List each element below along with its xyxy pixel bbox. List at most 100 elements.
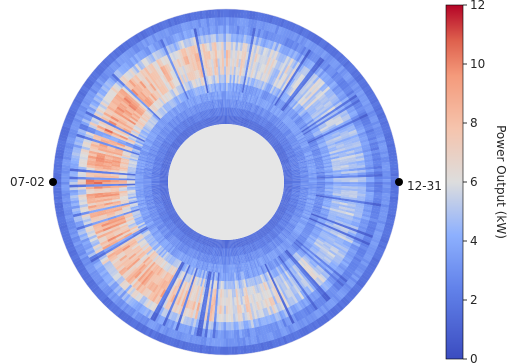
ring-cell: [102, 245, 112, 253]
ring-cell: [347, 201, 357, 206]
ring-cell: [296, 94, 304, 103]
ring-cell: [207, 67, 212, 77]
ring-cell: [122, 148, 132, 154]
ring-cell: [319, 261, 328, 269]
ring-cell: [223, 66, 227, 75]
ring-cell: [314, 159, 324, 164]
ring-cell: [116, 236, 125, 243]
ring-cell: [252, 242, 258, 251]
ring-cell: [92, 273, 101, 282]
ring-cell: [350, 96, 360, 104]
ring-cell: [167, 245, 174, 253]
ring-cell: [165, 292, 172, 302]
ring-cell: [303, 129, 312, 136]
ring-cell: [177, 94, 184, 103]
ring-cell: [379, 119, 390, 126]
ring-cell: [69, 194, 79, 199]
ring-cell: [290, 100, 299, 109]
ring-cell: [180, 280, 186, 290]
ring-cell: [241, 83, 246, 93]
ring-cell: [132, 86, 141, 95]
ring-cell: [328, 107, 338, 115]
ring-cell: [171, 276, 178, 286]
ring-cell: [200, 111, 205, 120]
ring-cell: [86, 229, 96, 236]
ring-cell: [344, 145, 354, 151]
ring-cell: [196, 277, 201, 287]
ring-cell: [135, 249, 144, 257]
ring-cell: [74, 138, 84, 144]
ring-cell: [314, 161, 324, 165]
ring-cell: [347, 156, 357, 161]
ring-cell: [367, 92, 377, 100]
ring-cell: [295, 225, 304, 232]
ring-cell: [161, 143, 170, 149]
ring-cell: [361, 143, 371, 149]
ring-cell: [306, 304, 314, 314]
ring-cell: [124, 71, 133, 80]
ring-cell: [67, 130, 78, 137]
ring-cell: [357, 169, 367, 173]
ring-cell: [243, 253, 248, 263]
ring-cell: [166, 26, 173, 36]
ring-cell: [139, 241, 148, 249]
ring-cell: [325, 311, 333, 321]
ring-cell: [301, 88, 310, 97]
ring-cell: [88, 121, 99, 128]
ring-cell: [275, 266, 282, 276]
ring-cell: [164, 125, 172, 133]
ring-cell: [293, 70, 301, 80]
ring-cell: [325, 266, 334, 275]
ring-cell: [324, 134, 333, 141]
ring-cell: [356, 200, 366, 205]
ring-cell: [231, 247, 234, 257]
ring-cell: [85, 167, 95, 171]
ring-cell: [166, 336, 173, 347]
ring-cell: [136, 200, 146, 205]
ring-cell: [158, 225, 167, 233]
ring-cell: [270, 85, 277, 95]
ring-cell: [110, 115, 119, 123]
ring-cell: [160, 250, 168, 259]
ring-cell: [237, 255, 241, 265]
ring-cell: [298, 248, 307, 256]
ring-cell: [161, 19, 168, 30]
ring-cell: [313, 156, 323, 161]
ring-cell: [283, 189, 293, 192]
ring-cell: [381, 232, 392, 239]
ring-cell: [291, 190, 301, 193]
ring-cell: [73, 141, 83, 147]
ring-cell: [339, 275, 349, 284]
ring-cell: [297, 236, 306, 244]
ring-cell: [148, 239, 157, 247]
ring-cell: [286, 133, 295, 140]
ring-cell: [338, 288, 347, 297]
ring-cell: [175, 49, 181, 59]
ring-cell: [245, 345, 251, 355]
ring-cell: [168, 210, 177, 217]
ring-cell: [292, 275, 300, 284]
ring-cell: [280, 283, 287, 292]
ring-cell: [172, 140, 181, 148]
ring-cell: [307, 164, 316, 168]
ring-cell: [362, 148, 372, 153]
ring-cell: [110, 167, 120, 171]
ring-cell: [283, 190, 293, 193]
ring-cell: [224, 272, 226, 282]
ring-cell: [68, 251, 78, 259]
ring-cell: [217, 297, 220, 307]
ring-cell: [107, 90, 116, 98]
ring-cell: [230, 305, 233, 315]
ring-cell: [238, 321, 242, 331]
ring-cell: [105, 209, 115, 215]
ring-cell: [307, 196, 316, 200]
ring-cell: [120, 74, 129, 83]
ring-cell: [251, 242, 257, 251]
ring-cell: [268, 124, 276, 133]
ring-cell: [137, 201, 147, 206]
ring-cell: [210, 346, 215, 355]
ring-cell: [187, 300, 192, 310]
ring-cell: [112, 157, 122, 162]
ring-cell: [63, 240, 74, 247]
ring-cell: [341, 273, 350, 281]
